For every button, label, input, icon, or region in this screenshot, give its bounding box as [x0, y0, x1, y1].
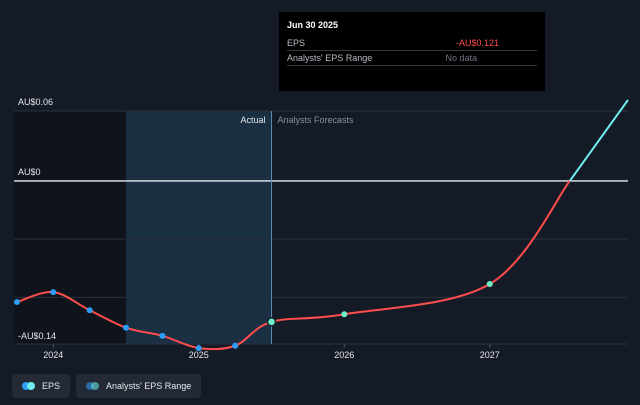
- forecast-highlight-band: [126, 111, 272, 344]
- eps-point[interactable]: [232, 342, 239, 349]
- tooltip-eps-value: -AU$0.121: [455, 38, 499, 48]
- eps-point[interactable]: [50, 289, 57, 296]
- y-label-zero: AU$0: [18, 167, 41, 177]
- tooltip-row-range: Analysts' EPS Range No data: [287, 51, 537, 66]
- eps-lines: [16, 99, 629, 351]
- tooltip-row-eps: EPS -AU$0.121: [287, 36, 537, 51]
- eps-point[interactable]: [86, 307, 93, 314]
- legend-eps-label: EPS: [42, 381, 61, 391]
- forecast-label: Analysts Forecasts: [278, 115, 355, 125]
- gridlines: [14, 110, 628, 345]
- tooltip-eps-label: EPS: [287, 38, 306, 48]
- actual-label: Actual: [241, 115, 266, 125]
- x-tick-label: 2024: [43, 350, 63, 360]
- eps-tooltip: Jun 30 2025 EPS -AU$0.121 Analysts' EPS …: [279, 12, 545, 91]
- tooltip-date: Jun 30 2025: [287, 20, 339, 30]
- tooltip-range-label: Analysts' EPS Range: [287, 53, 373, 63]
- x-tick-label: 2027: [480, 350, 500, 360]
- eps-point[interactable]: [195, 345, 202, 352]
- eps-markers: [13, 281, 493, 352]
- eps-line: [16, 180, 571, 351]
- eps-point[interactable]: [13, 299, 20, 306]
- eps-chart: Actual Analysts Forecasts AU$0.06 AU$0 -…: [13, 97, 629, 360]
- chart-legend: EPS Analysts' EPS Range: [12, 374, 202, 398]
- eps-point[interactable]: [159, 332, 166, 339]
- eps-point[interactable]: [123, 324, 130, 331]
- legend-item-eps-range[interactable]: Analysts' EPS Range: [76, 374, 202, 398]
- legend-eps-range-label: Analysts' EPS Range: [106, 381, 192, 391]
- eps-point-highlight[interactable]: [266, 317, 277, 327]
- x-tick-label: 2026: [334, 350, 354, 360]
- eps-legend-icon: [22, 382, 36, 390]
- eps-point[interactable]: [341, 311, 348, 318]
- tooltip-range-value: No data: [445, 53, 477, 63]
- eps-range-legend-icon: [86, 382, 100, 390]
- legend-item-eps[interactable]: EPS: [12, 374, 71, 398]
- x-tick-label: 2025: [189, 350, 209, 360]
- y-label-bottom: -AU$0.14: [18, 331, 56, 341]
- eps-point[interactable]: [486, 281, 493, 288]
- actual-shade: [14, 111, 127, 344]
- y-label-top: AU$0.06: [18, 97, 53, 107]
- eps-positive-line: [568, 99, 629, 182]
- x-axis-ticks: 2024 2025 2026 2027: [43, 344, 500, 360]
